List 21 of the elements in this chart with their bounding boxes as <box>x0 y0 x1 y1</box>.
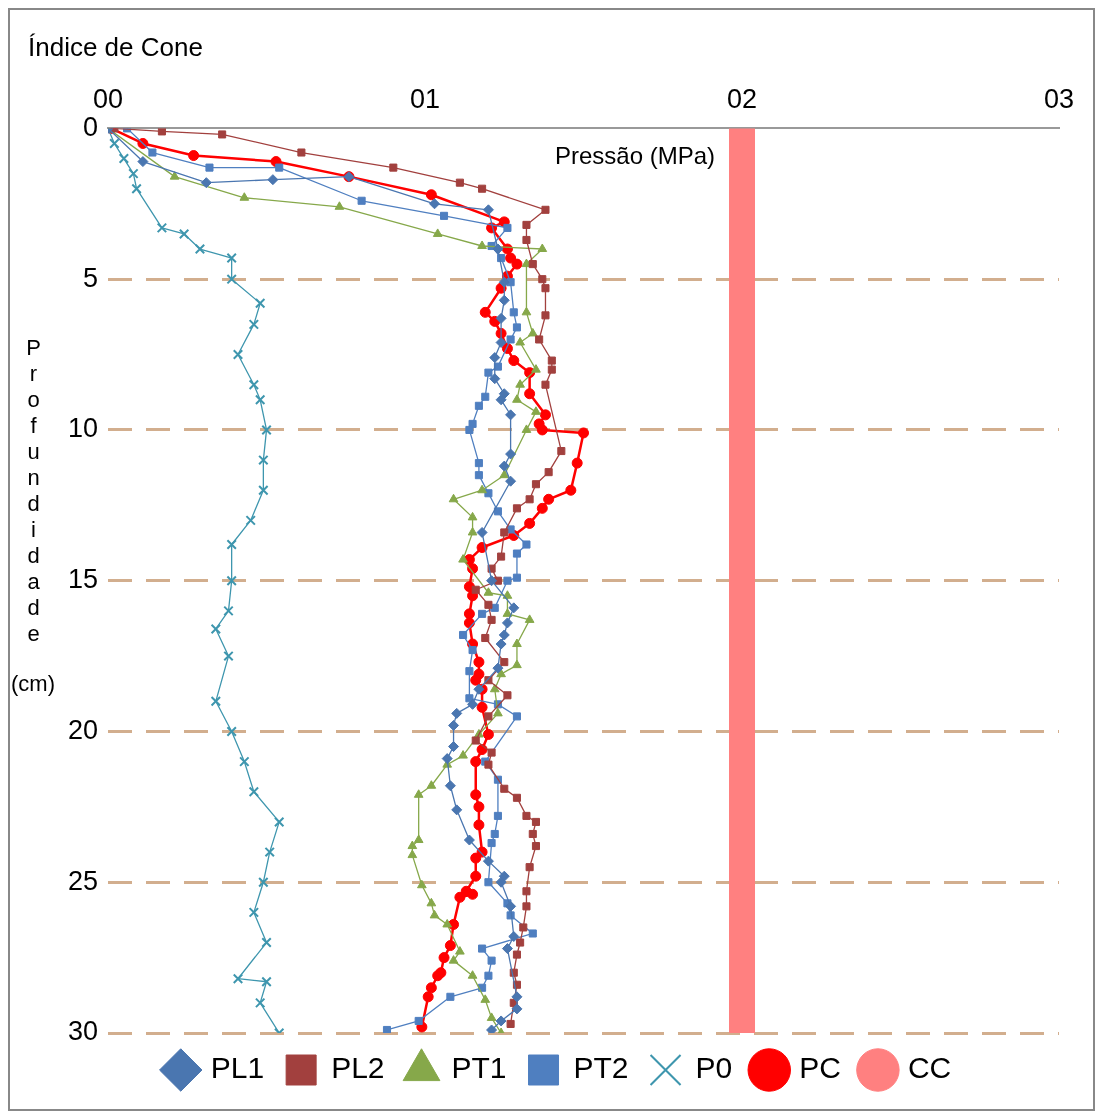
y-tick-label: 0 <box>83 111 99 142</box>
legend-label: PT1 <box>451 1051 507 1085</box>
y-tick-label: 15 <box>67 564 99 595</box>
x-tick-label: 00 <box>93 83 124 114</box>
y-tick-label: 20 <box>67 714 99 745</box>
y-tick-label: 5 <box>83 262 99 293</box>
legend-label: PL2 <box>331 1051 385 1085</box>
y-tick-label: 30 <box>67 1016 99 1047</box>
x-tick-label: 03 <box>1043 83 1075 114</box>
x-axis-title: Pressão (MPa) <box>555 142 716 170</box>
x-tick-label: 01 <box>410 83 441 114</box>
legend-label: P0 <box>695 1051 733 1085</box>
legend-label: PL1 <box>210 1051 265 1085</box>
y-tick-label: 25 <box>67 865 99 896</box>
chart-title: Índice de Cone <box>28 32 203 63</box>
y-axis-title: Profundidade (cm) <box>11 335 55 697</box>
x-tick-label: 02 <box>726 83 758 114</box>
legend-label: PC <box>799 1051 841 1085</box>
y-tick-label: 10 <box>67 413 99 444</box>
legend-label: CC <box>907 1051 952 1085</box>
legend-label: PT2 <box>573 1051 629 1085</box>
